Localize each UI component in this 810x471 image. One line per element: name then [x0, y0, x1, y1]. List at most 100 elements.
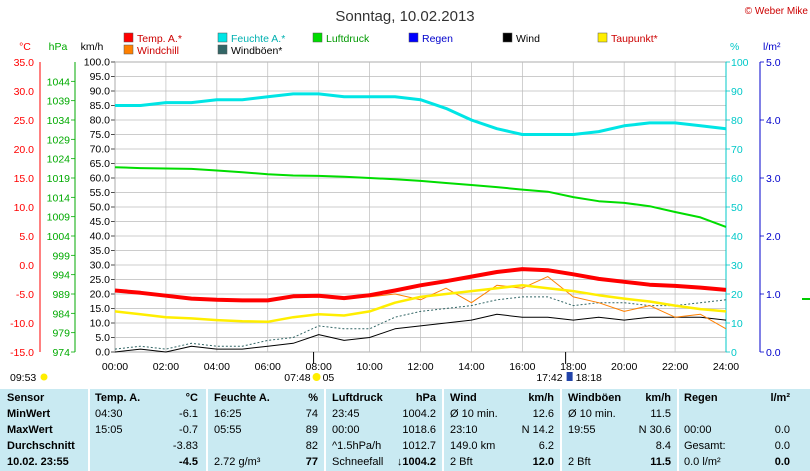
wind-tick-label: 95.0 [90, 71, 111, 83]
pressure-tick-label: 974 [52, 347, 70, 359]
pressure-tick-label: 989 [52, 289, 70, 301]
wind-tick-label: 75.0 [90, 129, 111, 141]
table-cell: Schneefall [332, 456, 384, 468]
table-cell: 149.0 km [450, 440, 496, 452]
temp-tick-label: 5.0 [19, 231, 34, 243]
table-cell: % [308, 392, 318, 404]
legend-label: Wind [516, 33, 540, 45]
table-cell: 1018.6 [402, 424, 436, 436]
temp-tick-label: 30.0 [14, 86, 35, 98]
chart-title: Sonntag, 10.02.2013 [335, 8, 474, 25]
sunrise-label: 07:48 [284, 372, 310, 384]
temp-tick-label: -5.0 [16, 289, 34, 301]
temp-tick-label: 25.0 [14, 115, 35, 127]
table-cell: 04:30 [95, 408, 123, 420]
wind-tick-label: 30.0 [90, 260, 111, 272]
wind-tick-label: 45.0 [90, 216, 111, 228]
table-cell: Windböen [568, 392, 622, 404]
pressure-tick-label: 1024 [47, 154, 71, 166]
rain-axis-unit: l/m² [763, 41, 781, 53]
legend-label: Regen [422, 33, 453, 45]
plot-area [114, 92, 727, 353]
wind-tick-label: 70.0 [90, 144, 111, 156]
pressure-tick-label: 1019 [47, 173, 71, 185]
table-cell: Ø 10 min. [450, 408, 498, 420]
table-cell: 12.0 [532, 456, 554, 468]
sunrise-icon [312, 373, 321, 381]
series-line-temp-a- [114, 267, 727, 303]
column-separator [88, 389, 90, 471]
table-cell: km/h [528, 392, 554, 404]
table-cell: 2 Bft [450, 456, 473, 468]
legend-swatch [502, 32, 513, 43]
column-separator [206, 389, 208, 471]
table-cell: MaxWert [7, 424, 53, 436]
table-cell: -6.1 [179, 408, 198, 420]
humidity-tick-label: 50 [731, 202, 743, 214]
pressure-tick-label: 1039 [47, 96, 71, 108]
pressure-tick-label: 1044 [47, 76, 71, 88]
table-cell: 00:00 [332, 424, 360, 436]
rain-tick-label: 4.0 [766, 115, 781, 127]
wind-tick-label: 50.0 [90, 202, 111, 214]
x-tick-label: 20:00 [611, 361, 637, 373]
temp-tick-label: 10.0 [14, 202, 35, 214]
humidity-tick-label: 80 [731, 115, 743, 127]
wind-tick-label: 60.0 [90, 173, 111, 185]
wind-tick-label: 65.0 [90, 158, 111, 170]
wind-tick-label: 55.0 [90, 187, 111, 199]
weather-chart: Sonntag, 10.02.2013 © Weber Mike Temp. A… [10, 6, 810, 384]
series-line-windb-en- [114, 296, 727, 350]
moonrise-label: 09:53 [10, 372, 36, 384]
sun-markers: 07:48 05 17:42 18:18 09:53 [10, 352, 602, 384]
rain-tick-label: 1.0 [766, 289, 781, 301]
temp-tick-label: -10.0 [10, 318, 34, 330]
table-cell: ↓1004.2 [396, 456, 436, 468]
humidity-tick-label: 70 [731, 144, 743, 156]
wind-tick-label: 0.0 [95, 347, 110, 359]
x-tick-label: 04:00 [204, 361, 230, 373]
table-cell: Ø 10 min. [568, 408, 616, 420]
wind-tick-label: 90.0 [90, 86, 111, 98]
table-cell: 2 Bft [568, 456, 591, 468]
table-cell: 0.0 [774, 424, 790, 436]
table-cell: 2.72 g/m³ [214, 456, 261, 468]
table-cell: Temp. A. [95, 392, 141, 404]
legend-label: Taupunkt* [611, 33, 658, 45]
humidity-tick-label: 10 [731, 318, 743, 330]
table-cell: 12.6 [532, 408, 554, 420]
table-header-row: Sensor Temp. A. °C Feuchte A.% Luftdruck hPa W… [0, 390, 810, 406]
summary-table: Sensor Temp. A. °C Feuchte A.% Luftdruck hPa W… [0, 389, 810, 471]
legend-swatch [217, 44, 228, 55]
copyright-label: © Weber Mike [745, 6, 809, 17]
wind-tick-label: 20.0 [90, 289, 111, 301]
x-tick-label: 12:00 [407, 361, 433, 373]
column-separator [324, 389, 326, 471]
pressure-tick-label: 1029 [47, 134, 71, 146]
table-cell: hPa [415, 392, 436, 404]
table-cell: -0.7 [179, 424, 198, 436]
legend: Temp. A.* Feuchte A.* Luftdruck Regen Wind Ta… [123, 32, 658, 57]
table-cell: 15:05 [95, 424, 123, 436]
legend-swatch [408, 32, 419, 43]
table-cell: 23:45 [332, 408, 360, 420]
x-tick-label: 16:00 [509, 361, 535, 373]
table-cell: 05:55 [214, 424, 242, 436]
series-line-taupunkt- [114, 284, 727, 324]
wind-tick-label: 40.0 [90, 231, 111, 243]
humidity-tick-label: 20 [731, 289, 743, 301]
pressure-tick-label: 999 [52, 250, 70, 262]
column-separator [677, 389, 679, 471]
humidity-axis-unit: % [730, 41, 739, 53]
table-cell: 1012.7 [402, 440, 436, 452]
wind-tick-label: 25.0 [90, 274, 111, 286]
pressure-tick-label: 994 [52, 270, 70, 282]
wind-tick-label: 100.0 [84, 57, 110, 69]
pressure-tick-label: 1034 [47, 115, 71, 127]
table-cell: Wind [450, 392, 477, 404]
humidity-tick-label: 60 [731, 173, 743, 185]
pressure-tick-label: 984 [52, 308, 70, 320]
legend-swatch [123, 32, 134, 43]
table-cell: N 30.6 [638, 424, 671, 436]
pressure-tick-label: 1004 [47, 231, 71, 243]
